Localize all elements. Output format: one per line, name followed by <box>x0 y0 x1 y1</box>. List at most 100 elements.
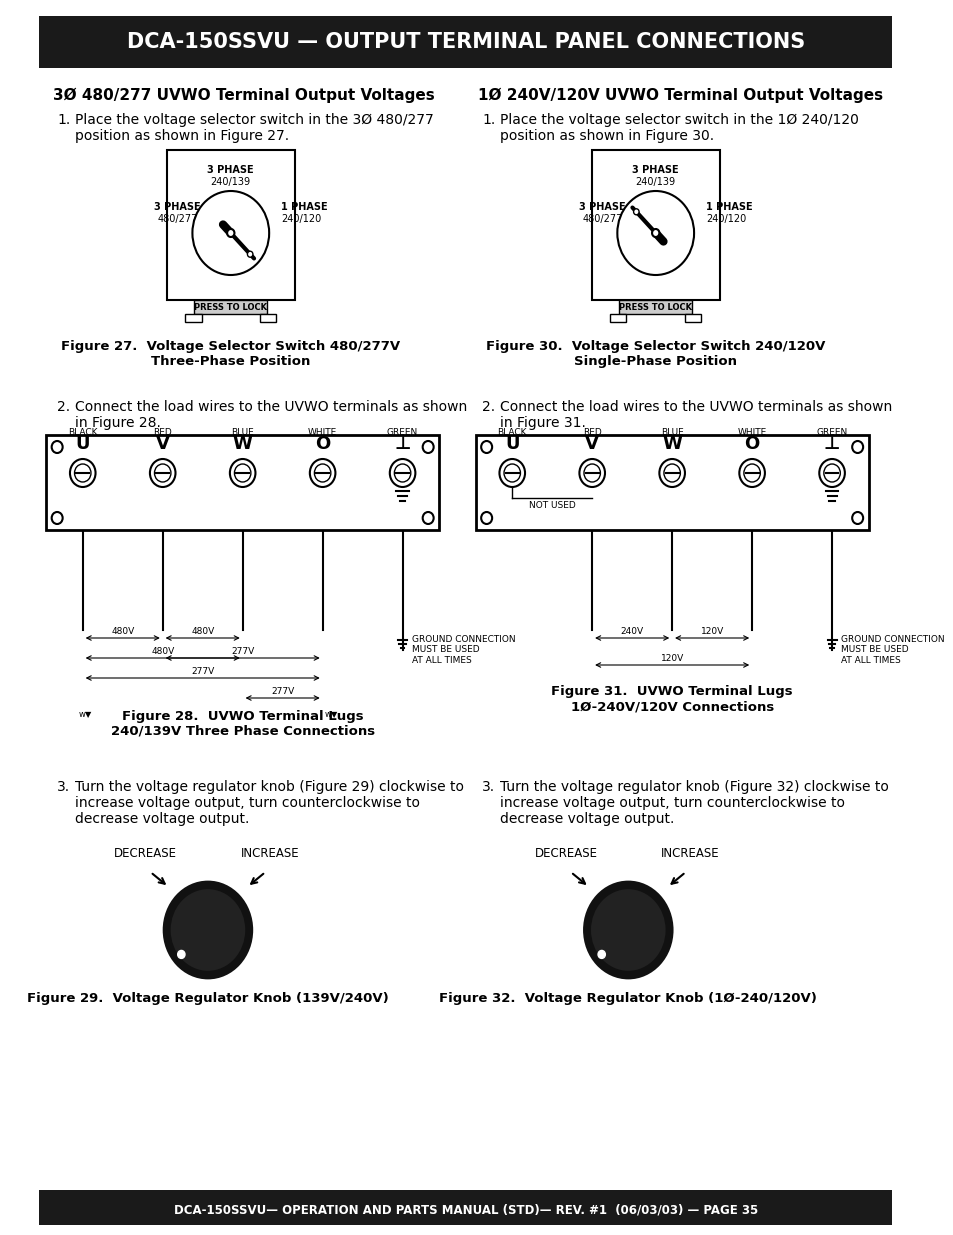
Circle shape <box>823 464 840 482</box>
Bar <box>194 300 267 314</box>
Bar <box>609 314 626 322</box>
Text: DCA-150SSVU — OUTPUT TERMINAL PANEL CONNECTIONS: DCA-150SSVU — OUTPUT TERMINAL PANEL CONN… <box>127 32 804 52</box>
Circle shape <box>394 464 411 482</box>
Circle shape <box>819 459 844 487</box>
Text: V: V <box>584 435 598 453</box>
Text: 2.: 2. <box>481 400 495 414</box>
Text: U: U <box>75 435 90 453</box>
Text: O: O <box>314 435 330 453</box>
Circle shape <box>584 882 672 978</box>
Text: 3 PHASE: 3 PHASE <box>632 165 679 175</box>
Text: 1.: 1. <box>481 112 495 127</box>
Text: WHITE: WHITE <box>737 429 766 437</box>
Text: DECREASE: DECREASE <box>114 847 177 860</box>
Text: 480V: 480V <box>111 627 134 636</box>
Text: W: W <box>661 435 681 453</box>
Bar <box>476 435 868 530</box>
Circle shape <box>74 464 91 482</box>
Text: 3 PHASE: 3 PHASE <box>578 203 625 212</box>
Circle shape <box>310 459 335 487</box>
Circle shape <box>633 209 639 215</box>
Text: 3.: 3. <box>57 781 71 794</box>
Text: Connect the load wires to the UVWO terminals as shown
in Figure 28.: Connect the load wires to the UVWO termi… <box>75 400 467 430</box>
Text: 120V: 120V <box>700 627 723 636</box>
Circle shape <box>499 459 524 487</box>
Circle shape <box>598 951 605 958</box>
Text: RED: RED <box>153 429 172 437</box>
Bar <box>260 314 276 322</box>
Text: RED: RED <box>582 429 601 437</box>
Text: 3 PHASE: 3 PHASE <box>207 165 253 175</box>
Text: 240/120: 240/120 <box>705 214 745 224</box>
Bar <box>39 16 891 68</box>
Text: 277V: 277V <box>271 687 294 697</box>
Circle shape <box>51 441 63 453</box>
Text: 277V: 277V <box>191 667 214 676</box>
Text: ⊥: ⊥ <box>394 435 411 453</box>
Circle shape <box>659 459 684 487</box>
Text: Figure 30.  Voltage Selector Switch 240/120V
Single-Phase Position: Figure 30. Voltage Selector Switch 240/1… <box>485 340 824 368</box>
Circle shape <box>480 513 492 524</box>
Text: ⊥: ⊥ <box>823 435 840 453</box>
Text: 240/120: 240/120 <box>281 214 321 224</box>
Circle shape <box>314 464 331 482</box>
Text: Figure 28.  UVWO Terminal Lugs
240/139V Three Phase Connections: Figure 28. UVWO Terminal Lugs 240/139V T… <box>111 710 375 739</box>
Circle shape <box>503 464 520 482</box>
Circle shape <box>578 459 604 487</box>
Text: NOT USED: NOT USED <box>528 501 575 510</box>
Circle shape <box>164 882 252 978</box>
Text: GREEN: GREEN <box>387 429 417 437</box>
Circle shape <box>154 464 171 482</box>
Text: 480V: 480V <box>151 647 174 656</box>
Text: w▼: w▼ <box>324 710 337 719</box>
Circle shape <box>227 228 234 237</box>
Circle shape <box>617 191 694 275</box>
Circle shape <box>70 459 95 487</box>
Text: V: V <box>155 435 170 453</box>
Circle shape <box>193 191 269 275</box>
Circle shape <box>851 513 862 524</box>
Text: Figure 27.  Voltage Selector Switch 480/277V
Three-Phase Position: Figure 27. Voltage Selector Switch 480/2… <box>61 340 400 368</box>
Circle shape <box>171 889 245 971</box>
Text: U: U <box>504 435 519 453</box>
Text: 240/139: 240/139 <box>635 177 675 186</box>
Text: BLACK: BLACK <box>68 429 97 437</box>
Circle shape <box>422 441 434 453</box>
Circle shape <box>851 441 862 453</box>
Text: DCA-150SSVU— OPERATION AND PARTS MANUAL (STD)— REV. #1  (06/03/03) — PAGE 35: DCA-150SSVU— OPERATION AND PARTS MANUAL … <box>173 1203 757 1216</box>
Text: Turn the voltage regulator knob (Figure 32) clockwise to
increase voltage output: Turn the voltage regulator knob (Figure … <box>499 781 888 826</box>
Text: 3.: 3. <box>481 781 495 794</box>
Circle shape <box>230 459 255 487</box>
Text: 480V: 480V <box>191 627 214 636</box>
Text: WHITE: WHITE <box>308 429 337 437</box>
Circle shape <box>739 459 764 487</box>
Circle shape <box>177 951 185 958</box>
Text: BLUE: BLUE <box>660 429 682 437</box>
Bar <box>39 1191 891 1225</box>
Text: 277V: 277V <box>231 647 254 656</box>
Text: GREEN: GREEN <box>816 429 847 437</box>
Text: PRESS TO LOCK: PRESS TO LOCK <box>618 303 692 311</box>
Bar <box>684 314 700 322</box>
Text: 240/139: 240/139 <box>211 177 251 186</box>
Circle shape <box>591 889 665 971</box>
Text: Place the voltage selector switch in the 3Ø 480/277
position as shown in Figure : Place the voltage selector switch in the… <box>75 112 434 143</box>
Circle shape <box>422 513 434 524</box>
Bar <box>185 314 201 322</box>
Text: INCREASE: INCREASE <box>240 847 299 860</box>
Text: GROUND CONNECTION
MUST BE USED
AT ALL TIMES: GROUND CONNECTION MUST BE USED AT ALL TI… <box>412 635 515 664</box>
Text: Figure 29.  Voltage Regulator Knob (139V/240V): Figure 29. Voltage Regulator Knob (139V/… <box>27 992 389 1005</box>
Bar <box>46 435 438 530</box>
Text: 1Ø 240V/120V UVWO Terminal Output Voltages: 1Ø 240V/120V UVWO Terminal Output Voltag… <box>477 88 882 104</box>
Text: Figure 31.  UVWO Terminal Lugs
1Ø-240V/120V Connections: Figure 31. UVWO Terminal Lugs 1Ø-240V/12… <box>551 685 792 713</box>
Text: BLUE: BLUE <box>231 429 253 437</box>
Text: DECREASE: DECREASE <box>534 847 597 860</box>
Text: 480/277: 480/277 <box>582 214 622 224</box>
Text: GROUND CONNECTION
MUST BE USED
AT ALL TIMES: GROUND CONNECTION MUST BE USED AT ALL TI… <box>841 635 943 664</box>
Text: Place the voltage selector switch in the 1Ø 240/120
position as shown in Figure : Place the voltage selector switch in the… <box>499 112 859 143</box>
Text: Figure 32.  Voltage Regulator Knob (1Ø-240/120V): Figure 32. Voltage Regulator Knob (1Ø-24… <box>439 992 817 1005</box>
Circle shape <box>480 441 492 453</box>
Text: 1.: 1. <box>57 112 71 127</box>
Text: PRESS TO LOCK: PRESS TO LOCK <box>194 303 267 311</box>
Text: 3 PHASE: 3 PHASE <box>154 203 201 212</box>
